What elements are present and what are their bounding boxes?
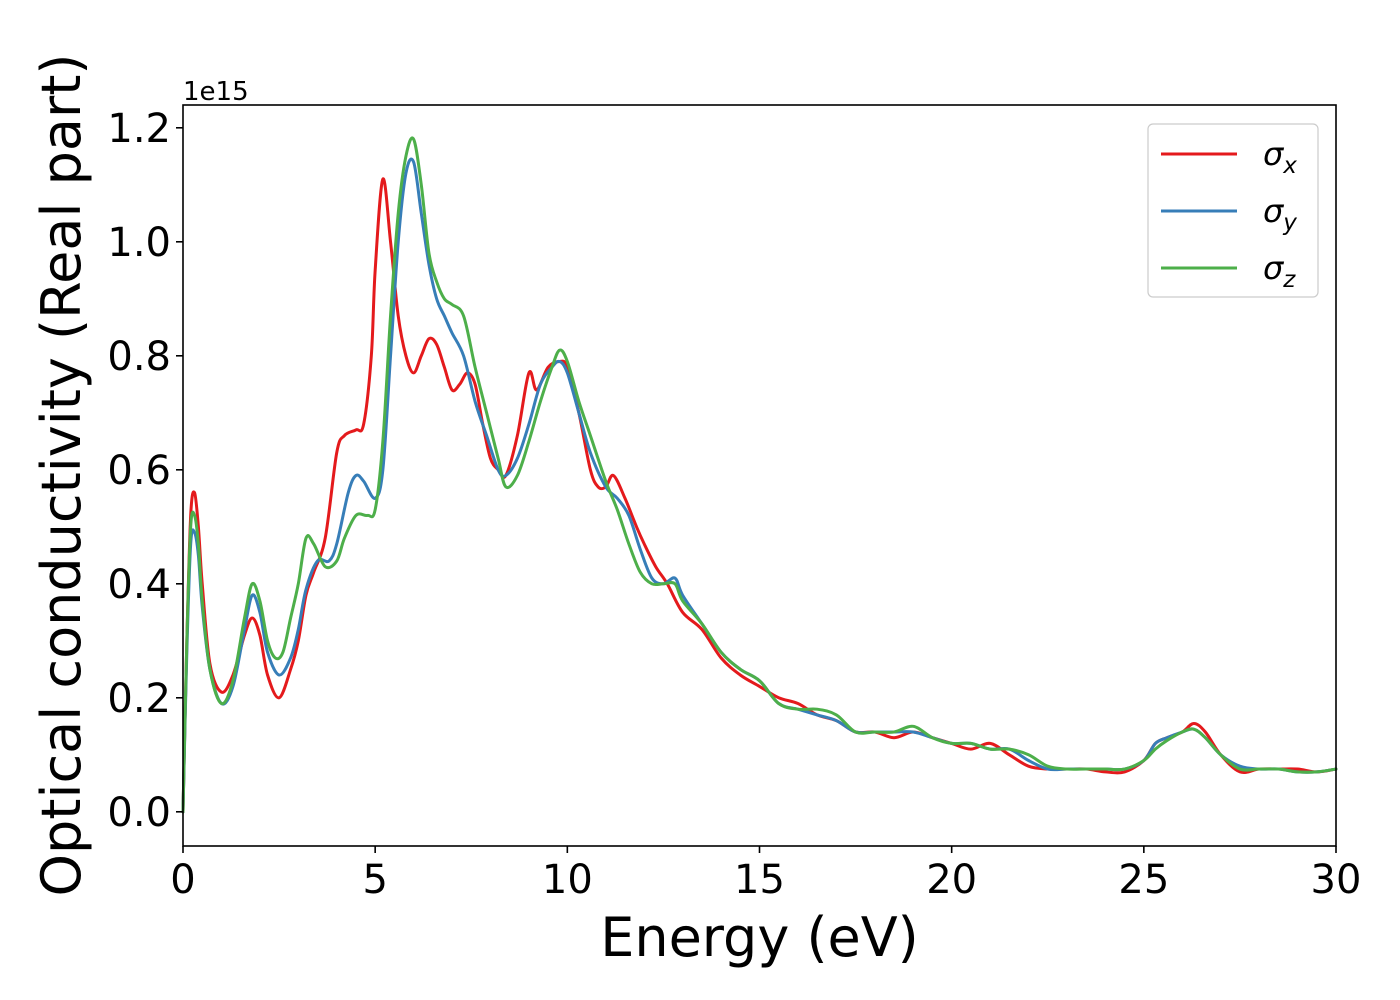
- y-axis-ticks: 0.0 0.2 0.4 0.6 0.8 1.0 1.2: [107, 106, 183, 836]
- x-tick-label: 20: [926, 857, 977, 903]
- x-axis-ticks: 0 5 10 15 20 25 30: [170, 846, 1361, 903]
- y-tick-label: 0.2: [107, 676, 171, 722]
- y-tick-label: 0.4: [107, 562, 171, 608]
- x-axis-title: Energy (eV): [600, 906, 919, 969]
- y-tick-label: 0.8: [107, 334, 171, 380]
- legend-label-symbol: σ: [1263, 249, 1285, 287]
- plot-area: [181, 104, 1338, 847]
- y-tick-label: 0.6: [107, 448, 171, 494]
- series-group: [181, 136, 1338, 814]
- y-tick-label: 0.0: [107, 790, 171, 836]
- x-tick-label: 0: [170, 857, 195, 903]
- legend-label-symbol: σ: [1263, 135, 1285, 173]
- legend-label-z: σz: [1263, 249, 1296, 293]
- legend-label-subscript: x: [1282, 153, 1297, 179]
- legend-label-y: σy: [1263, 192, 1297, 236]
- y-offset-label: 1e15: [183, 77, 249, 107]
- legend-label-symbol: σ: [1263, 192, 1285, 230]
- x-tick-label: 5: [362, 857, 387, 903]
- series-line-z: [181, 136, 1338, 814]
- x-tick-label: 30: [1311, 857, 1362, 903]
- x-tick-label: 10: [542, 857, 593, 903]
- x-tick-label: 25: [1118, 857, 1169, 903]
- y-tick-label: 1.0: [107, 220, 171, 266]
- legend-label-subscript: z: [1282, 267, 1296, 293]
- x-tick-label: 15: [734, 857, 785, 903]
- legend-label-x: σx: [1263, 135, 1297, 179]
- y-axis-title: Optical conductivity (Real part): [30, 54, 93, 897]
- y-tick-label: 1.2: [107, 106, 171, 152]
- legend-label-subscript: y: [1282, 210, 1297, 236]
